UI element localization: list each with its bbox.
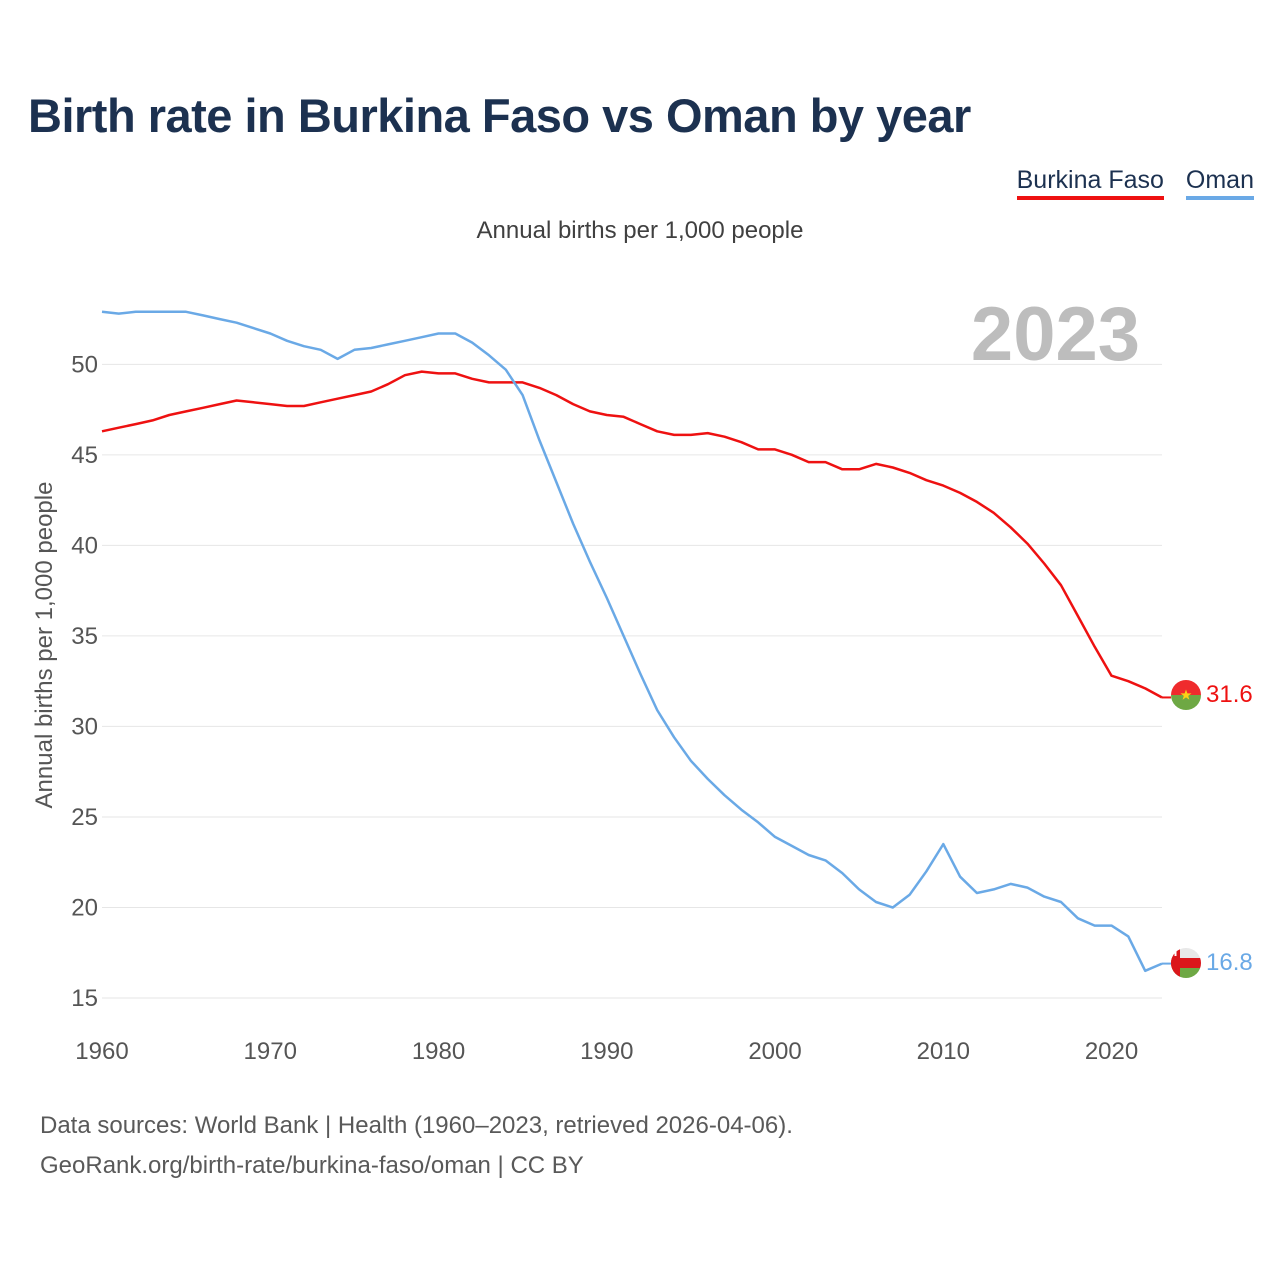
footer: Data sources: World Bank | Health (1960–… (40, 1106, 793, 1186)
data-source-note: Data sources: World Bank | Health (1960–… (40, 1112, 793, 1139)
source-link[interactable]: GeoRank.org/birth-rate/burkina-faso/oman… (40, 1152, 584, 1179)
x-tick-label: 1970 (244, 1038, 297, 1065)
y-tick-label: 35 (71, 623, 98, 650)
y-tick-label: 40 (71, 532, 98, 559)
legend-item-oman[interactable]: Oman (1185, 166, 1254, 200)
burkina-faso-end-value: 31.6 (1206, 681, 1253, 708)
y-tick-label: 30 (71, 713, 98, 740)
series-line-burkina-faso (101, 370, 1163, 699)
oman-end-value: 16.8 (1206, 949, 1253, 976)
legend-item-burkina-faso[interactable]: Burkina Faso (1016, 166, 1164, 200)
chart-subtitle: Annual births per 1,000 people (476, 217, 804, 244)
y-tick-label: 20 (71, 894, 98, 921)
oman-flag-icon (1171, 948, 1201, 978)
x-tick-label: 1990 (580, 1038, 633, 1065)
y-tick-label: 15 (71, 985, 98, 1012)
burkina-faso-flag-icon (1171, 680, 1201, 710)
y-axis-label: Annual births per 1,000 people (31, 482, 58, 809)
x-axis-ticks: 1960 1970 1980 1990 2000 2010 2020 (75, 1038, 1138, 1065)
x-tick-label: 2020 (1085, 1038, 1138, 1065)
page-title: Birth rate in Burkina Faso vs Oman by ye… (28, 89, 971, 142)
x-tick-label: 1960 (75, 1038, 128, 1065)
x-tick-label: 2000 (748, 1038, 801, 1065)
grid (102, 363, 1162, 999)
y-tick-label: 45 (71, 442, 98, 469)
y-tick-label: 50 (71, 351, 98, 378)
x-tick-label: 1980 (412, 1038, 465, 1065)
x-tick-label: 2010 (917, 1038, 970, 1065)
series-lines (101, 310, 1171, 973)
y-axis-ticks: 15 20 25 30 35 40 45 50 (71, 351, 98, 1012)
y-tick-label: 25 (71, 804, 98, 831)
year-label: 2023 (971, 292, 1140, 377)
legend: Burkina Faso Oman (1016, 166, 1254, 200)
series-line-oman (101, 310, 1163, 973)
